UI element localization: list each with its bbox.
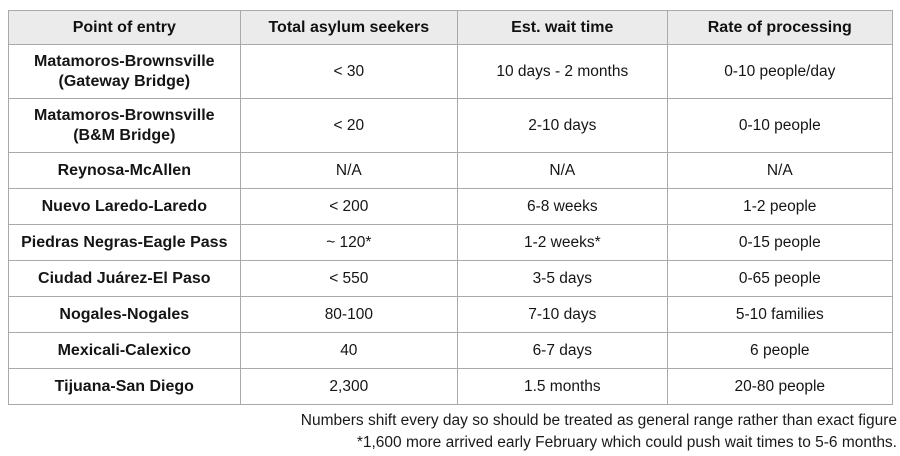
cell-est-wait-time: 1.5 months (457, 368, 668, 405)
cell-total-asylum-seekers: < 550 (239, 260, 459, 297)
cell-rate-of-processing: 0-10 people/day (666, 44, 894, 99)
cell-est-wait-time: 7-10 days (457, 296, 668, 333)
cell-point-of-entry: Tijuana-San Diego (8, 368, 241, 405)
cell-total-asylum-seekers: ~ 120* (239, 224, 459, 261)
table-row: Nuevo Laredo-Laredo < 200 6-8 weeks 1-2 … (8, 188, 894, 225)
cell-total-asylum-seekers: N/A (239, 152, 459, 189)
cell-point-of-entry: Reynosa-McAllen (8, 152, 241, 189)
footnote-february-arrivals: *1,600 more arrived early February which… (356, 434, 897, 451)
cell-est-wait-time: 10 days - 2 months (457, 44, 668, 99)
cell-total-asylum-seekers: < 30 (239, 44, 459, 99)
cell-rate-of-processing: 0-15 people (666, 224, 894, 261)
cell-point-of-entry: Matamoros-Brownsville (B&M Bridge) (8, 98, 241, 153)
asylum-seekers-table: Point of entry Total asylum seekers Est.… (8, 10, 894, 405)
table-header-row: Point of entry Total asylum seekers Est.… (8, 10, 894, 45)
cell-est-wait-time: 1-2 weeks* (457, 224, 668, 261)
cell-total-asylum-seekers: 80-100 (239, 296, 459, 333)
cell-total-asylum-seekers: 40 (239, 332, 459, 369)
table-row: Mexicali-Calexico 40 6-7 days 6 people (8, 332, 894, 369)
cell-est-wait-time: N/A (457, 152, 668, 189)
cell-point-of-entry: Ciudad Juárez-El Paso (8, 260, 241, 297)
cell-rate-of-processing: 5-10 families (666, 296, 894, 333)
cell-est-wait-time: 6-7 days (457, 332, 668, 369)
table-row: Piedras Negras-Eagle Pass ~ 120* 1-2 wee… (8, 224, 894, 261)
column-header-point-of-entry: Point of entry (8, 10, 241, 45)
cell-est-wait-time: 2-10 days (457, 98, 668, 153)
cell-rate-of-processing: N/A (666, 152, 894, 189)
cell-point-of-entry: Nuevo Laredo-Laredo (8, 188, 241, 225)
table-row: Ciudad Juárez-El Paso < 550 3-5 days 0-6… (8, 260, 894, 297)
table-footnotes: Numbers shift every day so should be tre… (8, 410, 897, 454)
cell-point-of-entry: Piedras Negras-Eagle Pass (8, 224, 241, 261)
cell-total-asylum-seekers: < 20 (239, 98, 459, 153)
column-header-rate-of-processing: Rate of processing (666, 10, 894, 45)
cell-point-of-entry: Mexicali-Calexico (8, 332, 241, 369)
cell-est-wait-time: 6-8 weeks (457, 188, 668, 225)
column-header-total-asylum-seekers: Total asylum seekers (239, 10, 459, 45)
cell-total-asylum-seekers: 2,300 (239, 368, 459, 405)
table-row: Reynosa-McAllen N/A N/A N/A (8, 152, 894, 189)
table-row: Matamoros-Brownsville (B&M Bridge) < 20 … (8, 98, 894, 153)
cell-rate-of-processing: 0-65 people (666, 260, 894, 297)
cell-total-asylum-seekers: < 200 (239, 188, 459, 225)
cell-rate-of-processing: 20-80 people (666, 368, 894, 405)
cell-rate-of-processing: 0-10 people (666, 98, 894, 153)
cell-rate-of-processing: 6 people (666, 332, 894, 369)
cell-est-wait-time: 3-5 days (457, 260, 668, 297)
cell-point-of-entry: Matamoros-Brownsville (Gateway Bridge) (8, 44, 241, 99)
cell-point-of-entry: Nogales-Nogales (8, 296, 241, 333)
footnote-general-range: Numbers shift every day so should be tre… (300, 412, 897, 429)
cell-rate-of-processing: 1-2 people (666, 188, 894, 225)
column-header-est-wait-time: Est. wait time (457, 10, 668, 45)
table-row: Matamoros-Brownsville (Gateway Bridge) <… (8, 44, 894, 99)
table-row: Tijuana-San Diego 2,300 1.5 months 20-80… (8, 368, 894, 405)
table-row: Nogales-Nogales 80-100 7-10 days 5-10 fa… (8, 296, 894, 333)
